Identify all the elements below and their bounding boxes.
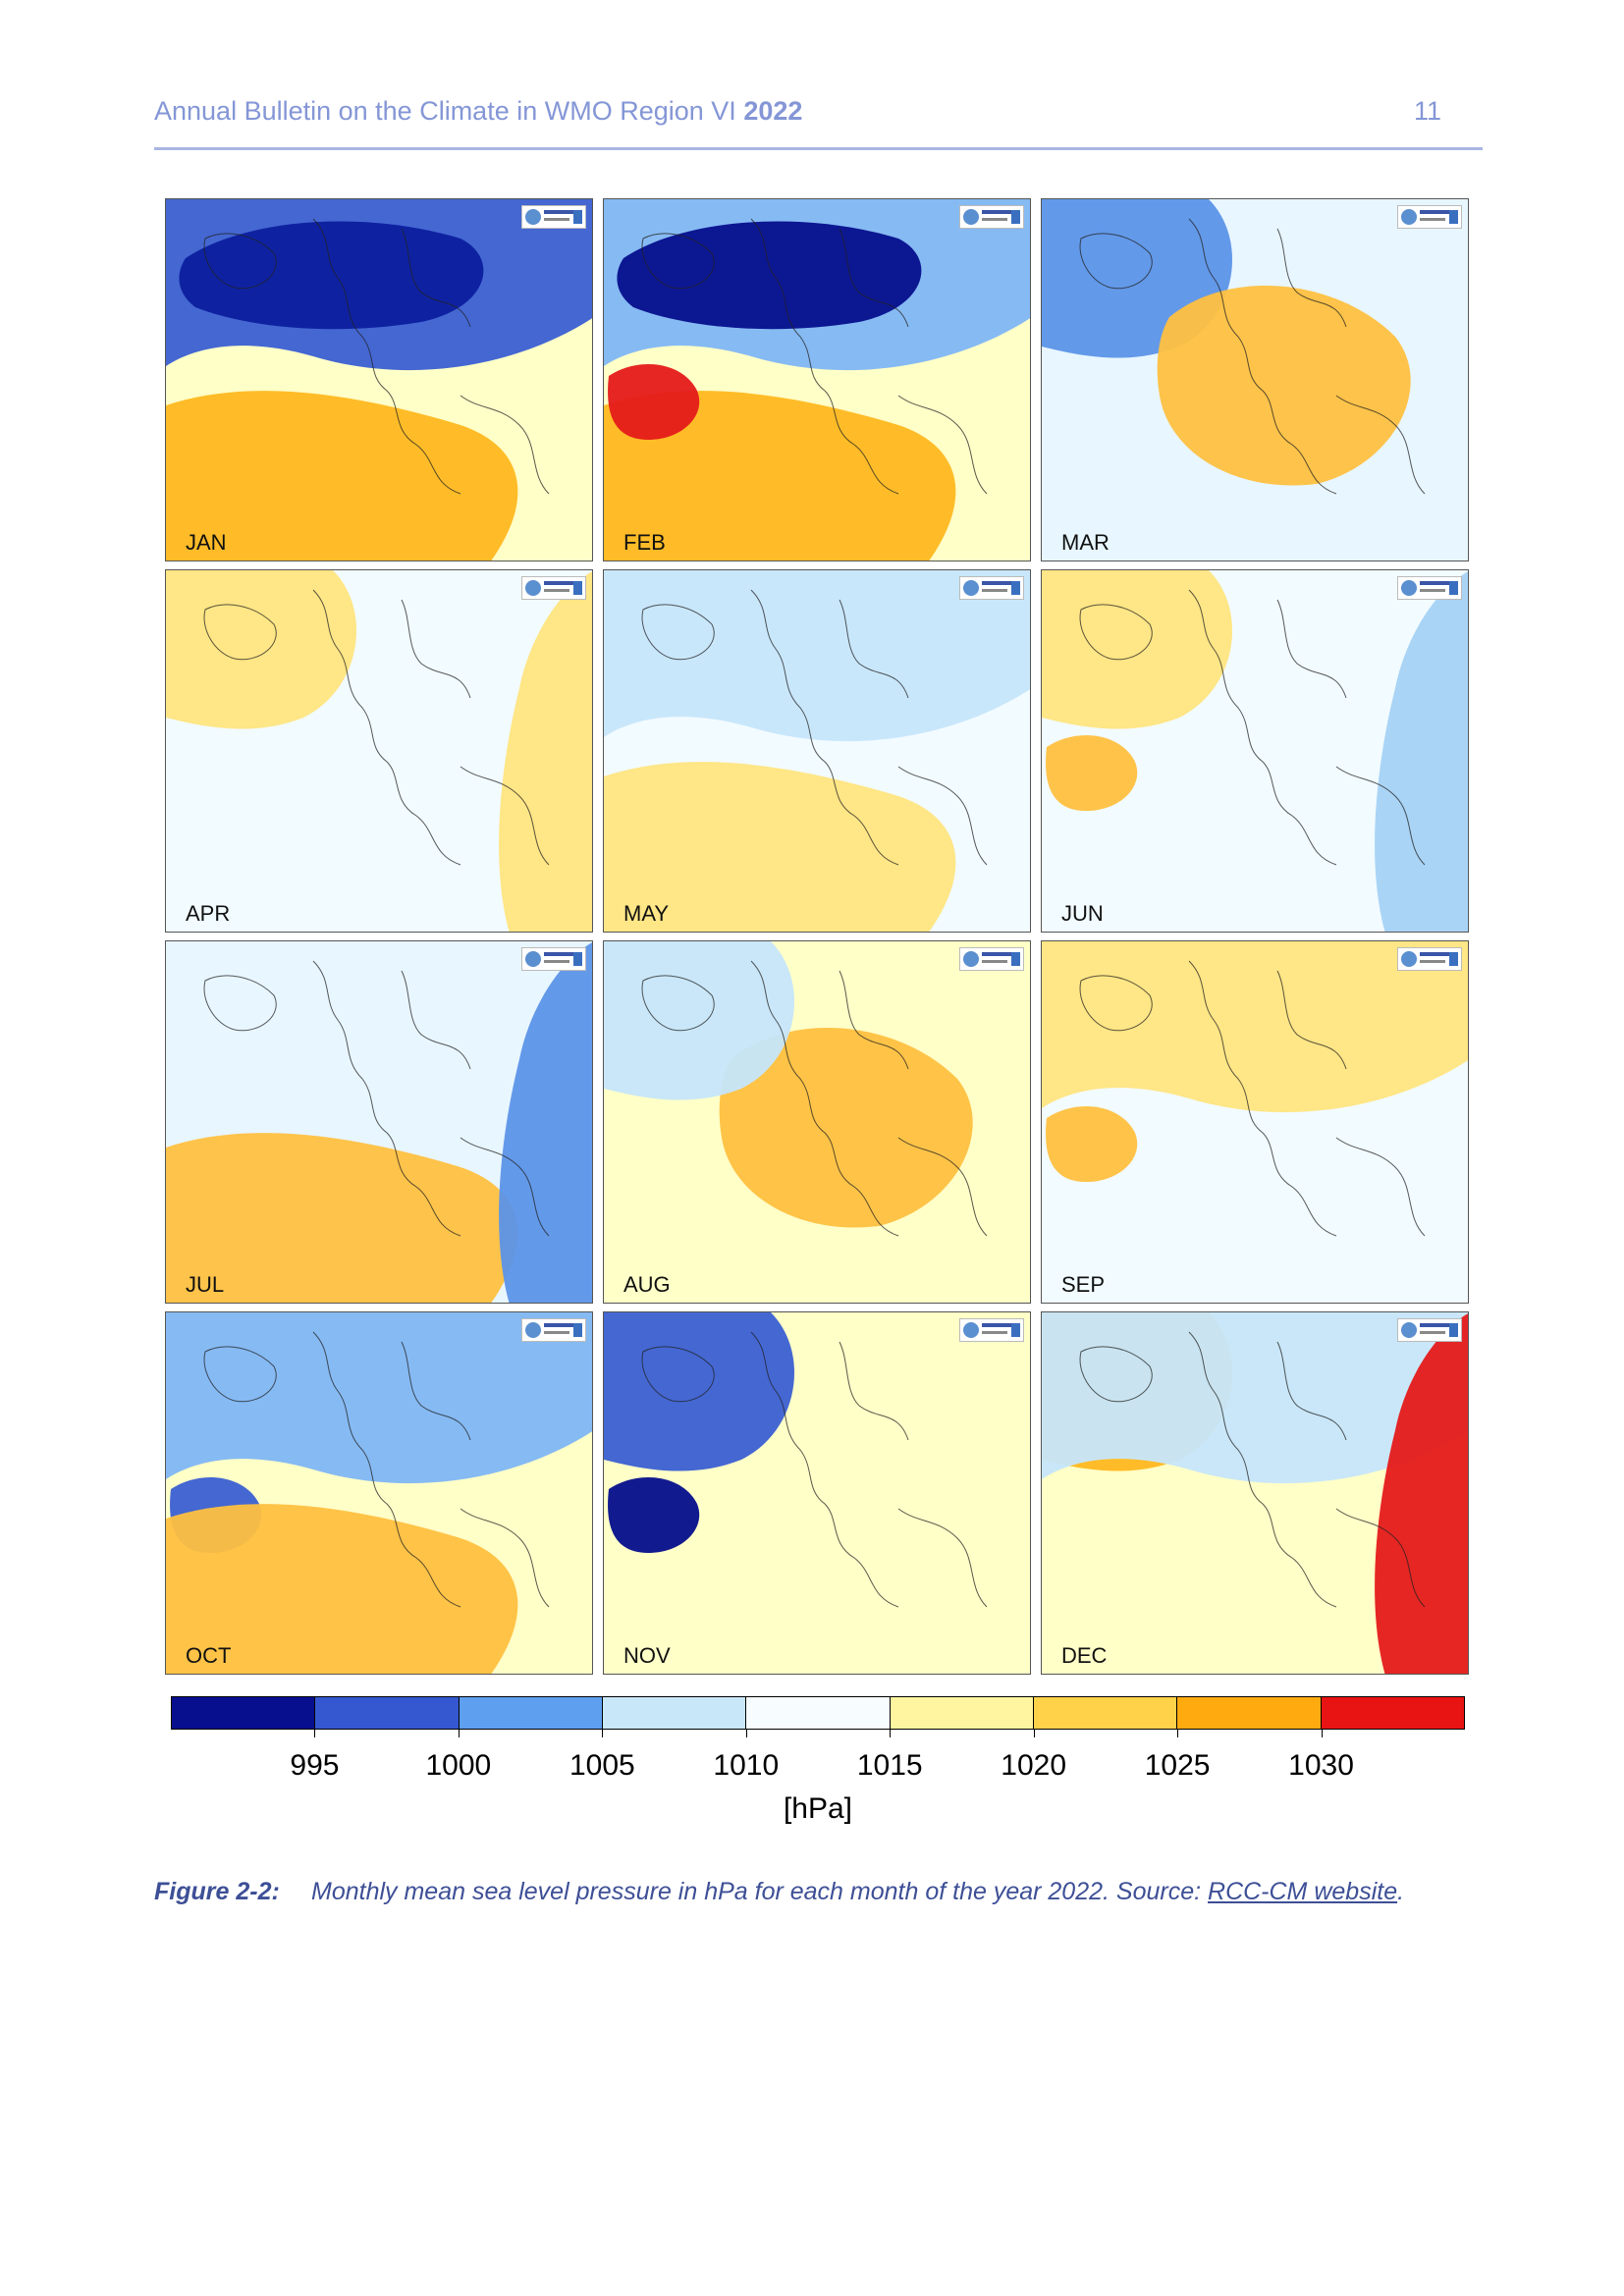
month-label: MAR [1061, 530, 1110, 555]
map-panel-sep: SEP [1041, 940, 1469, 1304]
colorbar-tick-mark [458, 1730, 460, 1737]
header-title: Annual Bulletin on the Climate in WMO Re… [154, 96, 802, 127]
wmo-logo [1397, 576, 1462, 600]
month-label: SEP [1061, 1272, 1106, 1297]
colorbar-tick-label: 1015 [856, 1749, 923, 1782]
month-label: APR [186, 901, 231, 926]
map-panel-jun: JUN [1041, 569, 1469, 933]
pressure-map [166, 570, 592, 932]
map-panel-apr: APR [165, 569, 593, 933]
month-label: JUL [186, 1272, 225, 1297]
colorbar-tick-label: 995 [290, 1749, 340, 1782]
caption-link[interactable]: RCC-CM website [1208, 1878, 1398, 1905]
colorbar-tick-mark [314, 1730, 316, 1737]
wmo-logo [959, 205, 1024, 229]
colorbar-swatch [1177, 1697, 1322, 1729]
colorbar-tick-mark [745, 1730, 747, 1737]
pressure-map [1042, 1312, 1468, 1674]
colorbar-swatch [890, 1697, 1034, 1729]
wmo-logo [1397, 947, 1462, 971]
pressure-map [1042, 570, 1468, 932]
page-number: 11 [1413, 96, 1441, 126]
pressure-map [1042, 941, 1468, 1303]
wmo-logo [1397, 205, 1462, 229]
colorbar-tick-label: 1010 [713, 1749, 780, 1782]
map-panel-jul: JUL [165, 940, 593, 1304]
colorbar-tick-label: 1020 [1001, 1749, 1067, 1782]
colorbar-units: [hPa] [783, 1792, 853, 1825]
month-label: MAY [623, 901, 670, 926]
colorbar-swatch [459, 1697, 603, 1729]
map-panel-oct: OCT [165, 1311, 593, 1675]
month-label: NOV [623, 1643, 671, 1668]
month-label: FEB [623, 530, 666, 555]
colorbar-swatch [1321, 1697, 1464, 1729]
figure-caption: Figure 2-2: Monthly mean sea level pressu… [154, 1878, 1489, 1906]
colorbar-swatch [315, 1697, 460, 1729]
header-title-text: Annual Bulletin on the Climate in WMO Re… [154, 96, 736, 126]
colorbar-swatch [746, 1697, 891, 1729]
caption-label: Figure 2-2: [154, 1878, 280, 1905]
colorbar-swatch [172, 1697, 316, 1729]
map-panel-aug: AUG [603, 940, 1031, 1304]
wmo-logo [521, 205, 586, 229]
colorbar-tick-mark [1321, 1730, 1323, 1737]
wmo-logo [959, 576, 1024, 600]
map-panel-mar: MAR [1041, 198, 1469, 561]
wmo-logo [521, 576, 586, 600]
month-label: JUN [1061, 901, 1104, 926]
colorbar-tick-label: 1025 [1144, 1749, 1211, 1782]
month-label: DEC [1061, 1643, 1108, 1668]
colorbar-tick-label: 1030 [1288, 1749, 1354, 1782]
pressure-map [166, 199, 592, 561]
caption-end: . [1397, 1878, 1405, 1905]
colorbar-tick-mark [1033, 1730, 1035, 1737]
wmo-logo [521, 947, 586, 971]
pressure-map [604, 941, 1030, 1303]
pressure-map [166, 1312, 592, 1674]
month-label: OCT [186, 1643, 232, 1668]
colorbar-tick-mark [890, 1730, 892, 1737]
colorbar-tick-label: 1005 [568, 1749, 635, 1782]
map-panel-feb: FEB [603, 198, 1031, 561]
pressure-map [604, 1312, 1030, 1674]
pressure-map [1042, 199, 1468, 561]
map-panel-nov: NOV [603, 1311, 1031, 1675]
page-header: Annual Bulletin on the Climate in WMO Re… [154, 96, 1483, 150]
map-grid: JAN FEB MAR APR MAY JUN JUL AUG SEP OCT NOV DEC [165, 198, 1469, 1676]
wmo-logo [959, 947, 1024, 971]
colorbar [171, 1696, 1465, 1730]
pressure-map [604, 570, 1030, 932]
colorbar-swatch [602, 1697, 747, 1729]
colorbar-tick-label: 1000 [425, 1749, 492, 1782]
wmo-logo [521, 1318, 586, 1342]
month-label: AUG [623, 1272, 671, 1297]
map-panel-may: MAY [603, 569, 1031, 933]
map-panel-dec: DEC [1041, 1311, 1469, 1675]
wmo-logo [1397, 1318, 1462, 1342]
caption-text: Monthly mean sea level pressure in hPa f… [311, 1878, 1209, 1905]
month-label: JAN [186, 530, 227, 555]
colorbar-swatch [1033, 1697, 1178, 1729]
pressure-map [604, 199, 1030, 561]
wmo-logo [959, 1318, 1024, 1342]
pressure-map [166, 941, 592, 1303]
header-title-year: 2022 [743, 96, 803, 126]
colorbar-tick-mark [1177, 1730, 1179, 1737]
map-panel-jan: JAN [165, 198, 593, 561]
colorbar-tick-mark [602, 1730, 604, 1737]
